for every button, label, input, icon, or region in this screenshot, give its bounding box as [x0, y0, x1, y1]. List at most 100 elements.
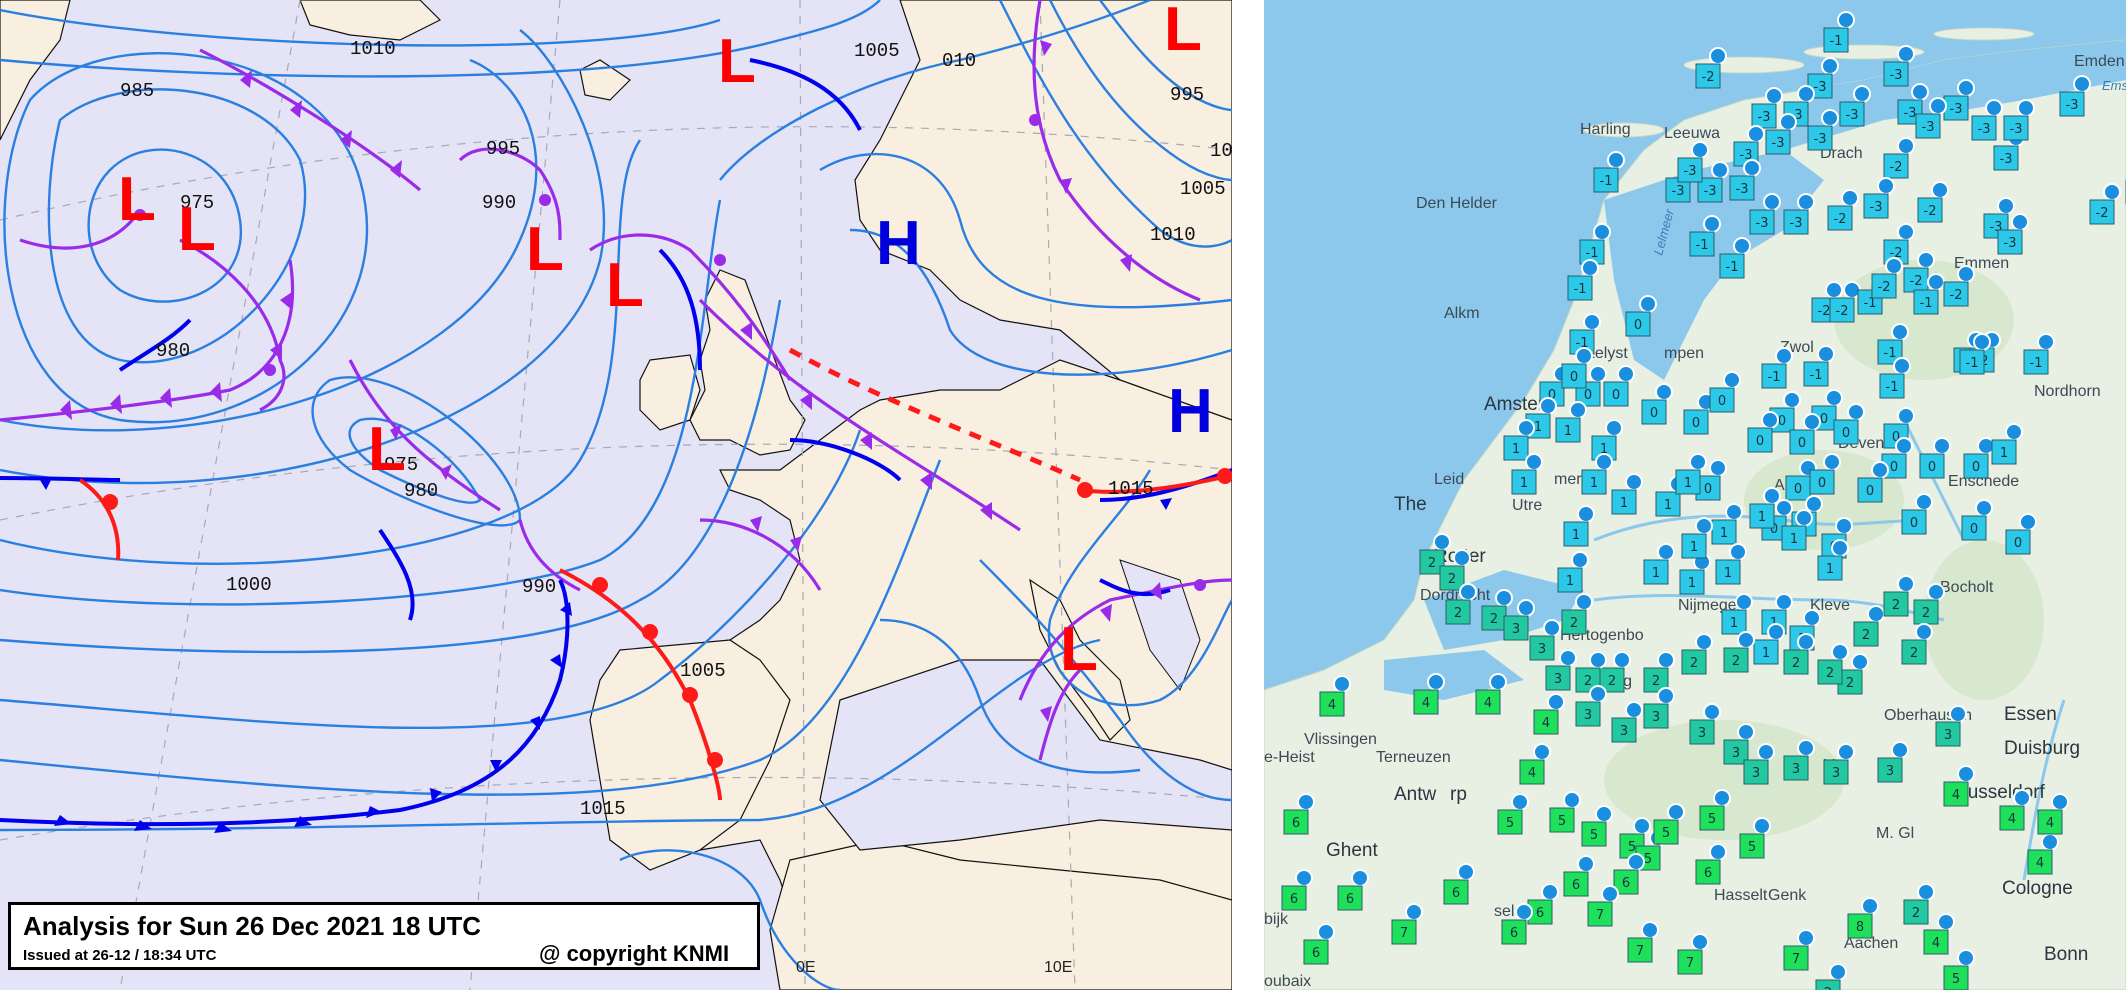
station-marker[interactable]: 6: [1563, 855, 1595, 897]
station-marker[interactable]: 0: [1901, 493, 1933, 535]
station-zoom-icon[interactable]: [1593, 223, 1611, 241]
station-zoom-icon[interactable]: [1853, 85, 1871, 103]
station-zoom-icon[interactable]: [1577, 505, 1595, 523]
station-value-box[interactable]: [1681, 533, 1707, 559]
station-marker[interactable]: 8: [1847, 897, 1879, 939]
station-value-box[interactable]: [2003, 115, 2029, 141]
station-value-box[interactable]: [1575, 701, 1601, 727]
station-zoom-icon[interactable]: [1709, 459, 1727, 477]
station-marker[interactable]: 0: [1857, 461, 1889, 503]
station-zoom-icon[interactable]: [1817, 345, 1835, 363]
station-marker[interactable]: -3: [1677, 141, 1709, 183]
station-zoom-icon[interactable]: [1891, 741, 1909, 759]
station-value-box[interactable]: [1803, 361, 1829, 387]
station-marker[interactable]: -3: [1783, 193, 1815, 235]
station-value-box[interactable]: [1853, 621, 1879, 647]
station-marker[interactable]: -2: [2089, 183, 2121, 225]
station-marker[interactable]: -1: [1593, 151, 1625, 193]
station-marker[interactable]: 0: [1641, 383, 1673, 425]
station-zoom-icon[interactable]: [1957, 265, 1975, 283]
netherlands-map-svg[interactable]: Emden Leeuwa Harling Drach Den Helder Em…: [1264, 0, 2126, 990]
station-marker[interactable]: -3: [1751, 87, 1783, 129]
station-value-box[interactable]: [1699, 805, 1725, 831]
station-marker[interactable]: -2: [1871, 257, 1903, 299]
station-zoom-icon[interactable]: [1515, 903, 1533, 921]
station-value-box[interactable]: [2027, 849, 2053, 875]
station-value-box[interactable]: [1783, 945, 1809, 971]
station-value-box[interactable]: [1697, 177, 1723, 203]
station-marker[interactable]: 4: [2037, 793, 2069, 835]
station-marker[interactable]: -1: [1803, 345, 1835, 387]
station-value-box[interactable]: [1683, 409, 1709, 435]
station-marker[interactable]: 7: [1627, 921, 1659, 963]
station-marker[interactable]: -2: [1695, 47, 1727, 89]
station-value-box[interactable]: [1721, 609, 1747, 635]
station-marker[interactable]: 1: [1581, 453, 1613, 495]
station-zoom-icon[interactable]: [1867, 605, 1885, 623]
station-zoom-icon[interactable]: [1821, 57, 1839, 75]
station-value-box[interactable]: [1679, 569, 1705, 595]
station-zoom-icon[interactable]: [1891, 323, 1909, 341]
station-value-box[interactable]: [1319, 691, 1345, 717]
station-value-box[interactable]: [1443, 879, 1469, 905]
station-zoom-icon[interactable]: [1797, 633, 1815, 651]
station-marker[interactable]: 4: [1999, 789, 2031, 831]
station-zoom-icon[interactable]: [1837, 743, 1855, 761]
station-zoom-icon[interactable]: [1763, 487, 1781, 505]
station-value-box[interactable]: [1943, 95, 1969, 121]
station-marker[interactable]: -1: [1761, 347, 1793, 389]
station-zoom-icon[interactable]: [1351, 869, 1369, 887]
station-value-box[interactable]: [1709, 387, 1735, 413]
station-marker[interactable]: 1: [1555, 401, 1587, 443]
station-value-box[interactable]: [1765, 129, 1791, 155]
station-marker[interactable]: -2: [1883, 137, 1915, 179]
station-value-box[interactable]: [1963, 453, 1989, 479]
station-marker[interactable]: -3: [1971, 99, 2003, 141]
station-zoom-icon[interactable]: [1997, 197, 2015, 215]
station-value-box[interactable]: [1695, 63, 1721, 89]
station-value-box[interactable]: [1913, 599, 1939, 625]
station-marker[interactable]: 6: [1303, 923, 1335, 965]
station-value-box[interactable]: [1827, 205, 1853, 231]
station-value-box[interactable]: [1303, 939, 1329, 965]
station-zoom-icon[interactable]: [1713, 789, 1731, 807]
station-zoom-icon[interactable]: [1743, 159, 1761, 177]
station-value-box[interactable]: [1711, 519, 1737, 545]
station-zoom-icon[interactable]: [1453, 549, 1471, 567]
station-marker[interactable]: -2: [1917, 181, 1949, 223]
station-marker[interactable]: 0: [1809, 453, 1841, 495]
station-zoom-icon[interactable]: [1639, 295, 1657, 313]
station-value-box[interactable]: [1863, 193, 1889, 219]
station-zoom-icon[interactable]: [1625, 701, 1643, 719]
station-value-box[interactable]: [1689, 231, 1715, 257]
station-zoom-icon[interactable]: [1871, 461, 1889, 479]
station-zoom-icon[interactable]: [1511, 793, 1529, 811]
station-zoom-icon[interactable]: [1581, 259, 1599, 277]
station-marker[interactable]: 5: [1497, 793, 1529, 835]
station-value-box[interactable]: [1749, 503, 1775, 529]
station-value-box[interactable]: [2037, 809, 2063, 835]
station-marker[interactable]: -3: [1807, 57, 1839, 99]
station-marker[interactable]: 2: [1481, 589, 1513, 631]
station-value-box[interactable]: [1545, 665, 1571, 691]
station-value-box[interactable]: [1501, 919, 1527, 945]
station-value-box[interactable]: [1475, 689, 1501, 715]
station-marker[interactable]: -1: [1823, 11, 1855, 53]
station-zoom-icon[interactable]: [1595, 805, 1613, 823]
station-zoom-icon[interactable]: [1803, 413, 1821, 431]
station-zoom-icon[interactable]: [1877, 177, 1895, 195]
station-zoom-icon[interactable]: [1893, 357, 1911, 375]
station-value-box[interactable]: [1655, 491, 1681, 517]
station-value-box[interactable]: [1781, 525, 1807, 551]
station-zoom-icon[interactable]: [2013, 789, 2031, 807]
station-marker[interactable]: 1: [1503, 419, 1535, 461]
station-value-box[interactable]: [1567, 275, 1593, 301]
station-zoom-icon[interactable]: [1563, 791, 1581, 809]
station-value-box[interactable]: [1815, 979, 1841, 990]
station-zoom-icon[interactable]: [1725, 503, 1743, 521]
station-marker[interactable]: 3: [1689, 703, 1721, 745]
station-value-box[interactable]: [1561, 363, 1587, 389]
station-value-box[interactable]: [1739, 833, 1765, 859]
station-marker[interactable]: 2: [1439, 549, 1471, 591]
station-value-box[interactable]: [1839, 101, 1865, 127]
